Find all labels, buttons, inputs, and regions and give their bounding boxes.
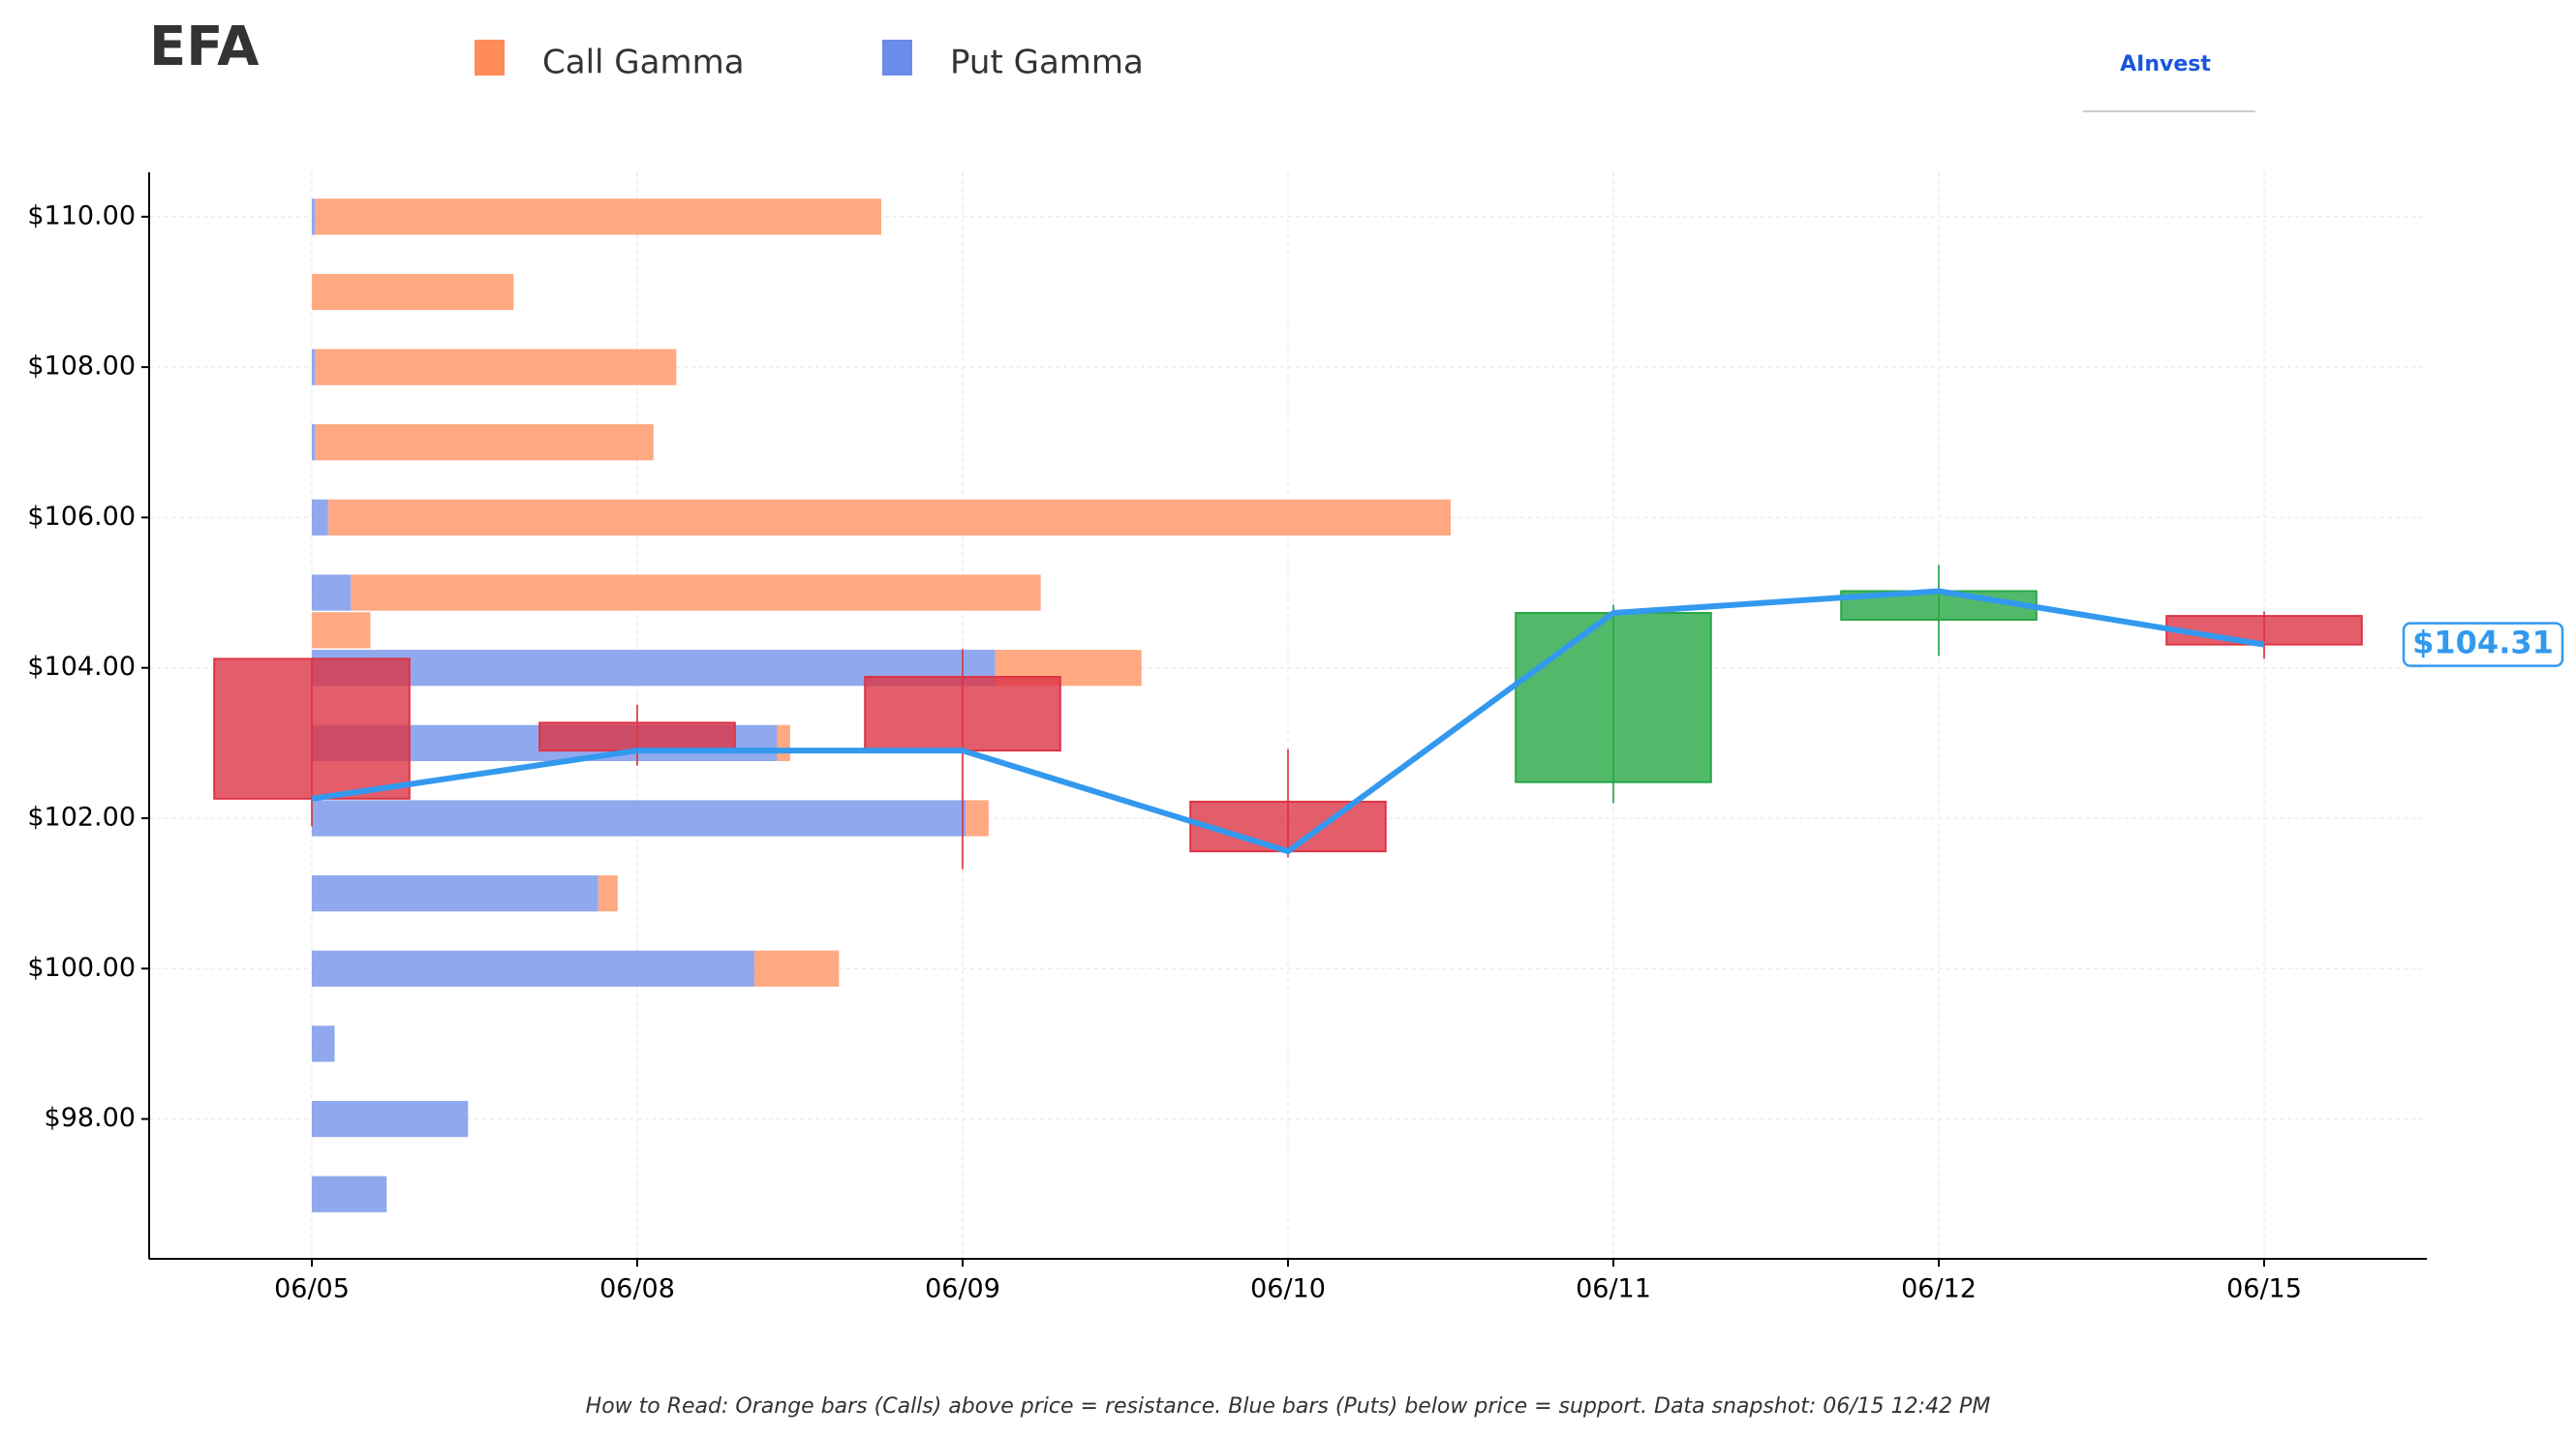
gamma-bar: [966, 800, 989, 837]
gamma-bar: [351, 574, 1041, 611]
y-tick-label: $104.00: [27, 652, 136, 682]
gamma-bar: [312, 1176, 387, 1212]
gamma-bar: [598, 875, 618, 912]
y-tick-label: $102.00: [27, 802, 136, 832]
gamma-bar: [315, 199, 881, 235]
y-tick-label: $108.00: [27, 352, 136, 382]
price-label: $104.31: [2412, 625, 2554, 661]
gamma-bar: [312, 800, 966, 837]
footnote: How to Read: Orange bars (Calls) above p…: [586, 1394, 1991, 1419]
gamma-bar: [753, 950, 840, 987]
gamma-bar: [312, 273, 514, 311]
gamma-bar: [327, 499, 1451, 536]
gamma-bar: [312, 199, 316, 235]
gamma-bar: [312, 424, 316, 461]
gamma-bar: [315, 349, 677, 385]
x-tick-label: 06/11: [1576, 1274, 1651, 1304]
y-tick-label: $98.00: [45, 1103, 136, 1133]
candle-body: [538, 721, 736, 752]
legend-swatch: [475, 40, 505, 76]
gamma-bar: [312, 1025, 335, 1062]
close-line: [311, 588, 2265, 855]
overlay: Call Gamma Put Gamma $104.31: [311, 40, 2564, 855]
candle-body: [864, 676, 1061, 752]
price-label-box: [2402, 622, 2564, 667]
chart-title: EFA: [149, 15, 260, 78]
y-tick-label: $110.00: [27, 200, 136, 230]
candle-body: [1189, 800, 1387, 853]
logo: AInvest: [2120, 52, 2211, 76]
gamma-bar: [312, 612, 371, 649]
y-tick-label: $100.00: [27, 953, 136, 983]
x-tick-label: 06/15: [2226, 1274, 2302, 1304]
gamma-bar: [312, 349, 316, 385]
gamma-bar: [312, 574, 352, 611]
legend-swatch: [882, 40, 912, 76]
x-tick-label: 06/05: [274, 1274, 350, 1304]
gamma-bar: [312, 1100, 469, 1138]
gamma-bar: [312, 499, 328, 536]
gamma-bar: [315, 424, 654, 461]
candle-body: [213, 657, 411, 800]
legend-label: Put Gamma: [950, 44, 1144, 82]
x-tick-label: 06/10: [1250, 1274, 1326, 1304]
gamma-bar: [312, 950, 754, 987]
x-tick-label: 06/08: [599, 1274, 675, 1304]
candle-body: [2165, 615, 2363, 646]
gamma-bar: [777, 724, 790, 761]
legend-label: Call Gamma: [542, 44, 745, 82]
candles: [213, 565, 2363, 870]
candle-body: [1515, 612, 1712, 783]
gamma-bar: [312, 875, 598, 912]
x-tick-label: 06/12: [1901, 1274, 1977, 1304]
x-tick-label: 06/09: [925, 1274, 1000, 1304]
y-tick-label: $106.00: [27, 502, 136, 532]
